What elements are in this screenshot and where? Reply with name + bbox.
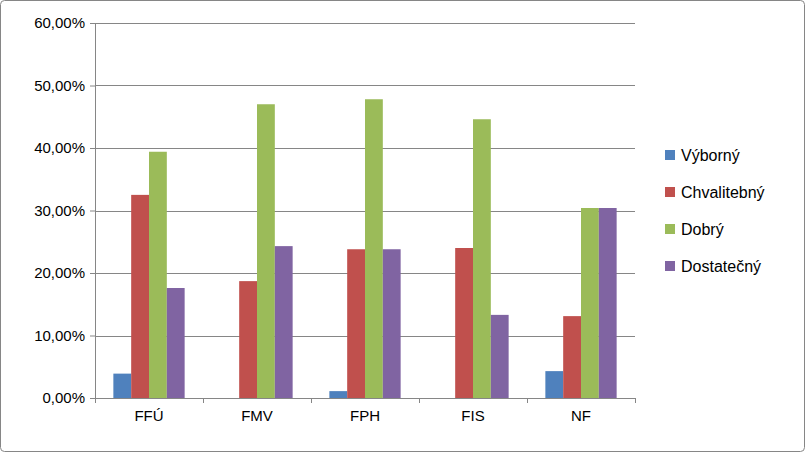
- tick: FIS: [461, 407, 484, 424]
- bar: [491, 315, 509, 398]
- bars: [113, 99, 616, 398]
- tick-label: NF: [571, 407, 591, 424]
- tick-label: FIS: [461, 407, 484, 424]
- bar: [581, 208, 599, 398]
- tick: 0,00%: [42, 389, 95, 406]
- tick-label: 20,00%: [34, 264, 85, 281]
- bar: [257, 104, 275, 398]
- tick: FPH: [350, 407, 380, 424]
- grid: [95, 24, 635, 399]
- axis-line: [96, 398, 636, 399]
- tick-mark: [90, 86, 95, 87]
- tick-label: FFÚ: [134, 407, 163, 424]
- legend-swatch: [665, 150, 675, 160]
- tick-mark: [90, 398, 95, 399]
- grid-line: [95, 398, 635, 399]
- bar: [599, 208, 617, 398]
- bar: [473, 119, 491, 398]
- tick-mark: [90, 211, 95, 212]
- legend-swatch: [665, 187, 675, 197]
- bar: [563, 316, 581, 398]
- bar: [221, 398, 239, 399]
- chart: 0,00% 10,00% 20,00% 30,00% 40,00% 50,00% 60,00…: [0, 0, 805, 452]
- tick-mark: [90, 148, 95, 149]
- tick-label: FMV: [241, 407, 273, 424]
- bar: [365, 99, 383, 398]
- tick: FMV: [241, 407, 273, 424]
- series: [149, 99, 599, 398]
- bar: [167, 288, 185, 398]
- bar: [149, 152, 167, 398]
- legend-label: Výborný: [681, 147, 740, 164]
- chart-border: [1, 1, 805, 452]
- legend-label: Dostatečný: [681, 258, 761, 275]
- category-divider: [635, 398, 636, 403]
- category-divider: [95, 398, 96, 403]
- bar: [239, 281, 257, 398]
- tick-label: 0,00%: [42, 389, 85, 406]
- category-divider: [203, 398, 204, 403]
- tick-label: 10,00%: [34, 327, 85, 344]
- category-divider: [311, 398, 312, 403]
- tick: NF: [571, 407, 591, 424]
- x-axis: FFÚ FMV FPH FIS NF: [96, 399, 636, 424]
- bar: [545, 371, 563, 398]
- bar: [437, 398, 455, 399]
- category-dividers: [96, 398, 636, 403]
- tick: FFÚ: [134, 407, 163, 424]
- axis-line: [95, 24, 96, 399]
- tick: 20,00%: [34, 264, 95, 281]
- series: [167, 208, 617, 398]
- tick: 50,00%: [34, 77, 95, 94]
- legend: Výborný Chvalitebný Dobrý Dostatečný: [665, 147, 765, 275]
- legend-swatch: [665, 224, 675, 234]
- bar: [113, 374, 131, 398]
- tick: 40,00%: [34, 139, 95, 156]
- tick-mark: [90, 336, 95, 337]
- bar: [329, 391, 347, 398]
- legend-label: Dobrý: [681, 221, 724, 238]
- category-divider: [419, 398, 420, 403]
- tick: 10,00%: [34, 327, 95, 344]
- bar: [455, 248, 473, 398]
- tick: 30,00%: [34, 202, 95, 219]
- tick-mark: [90, 23, 95, 24]
- tick-label: 50,00%: [34, 77, 85, 94]
- tick-label: 60,00%: [34, 14, 85, 31]
- tick: 60,00%: [34, 14, 95, 31]
- y-axis: 0,00% 10,00% 20,00% 30,00% 40,00% 50,00% 60,00…: [34, 14, 95, 406]
- tick-label: 30,00%: [34, 202, 85, 219]
- tick-mark: [90, 273, 95, 274]
- category-divider: [527, 398, 528, 403]
- tick-label: FPH: [350, 407, 380, 424]
- grid-line: [95, 85, 635, 86]
- grid-line: [95, 23, 635, 24]
- tick-label: 40,00%: [34, 139, 85, 156]
- bar: [275, 246, 293, 398]
- legend-label: Chvalitebný: [681, 184, 765, 201]
- bar: [383, 249, 401, 398]
- series: [131, 195, 581, 398]
- bar: [131, 195, 149, 398]
- bar: [347, 249, 365, 398]
- legend-swatch: [665, 261, 675, 271]
